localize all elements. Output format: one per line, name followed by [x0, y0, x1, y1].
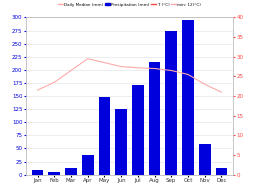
Bar: [166, 30, 177, 175]
Bar: [82, 155, 93, 175]
Bar: [215, 168, 227, 175]
Bar: [99, 97, 110, 175]
Bar: [199, 144, 211, 175]
Bar: [32, 170, 44, 175]
Bar: [48, 172, 60, 175]
Legend: Daily Median (mm), Precipitation (mm), T. (°C), min: 12(°C): Daily Median (mm), Precipitation (mm), T…: [58, 2, 201, 7]
Bar: [65, 168, 77, 175]
Bar: [182, 20, 194, 175]
Bar: [149, 62, 160, 175]
Bar: [115, 109, 127, 175]
Bar: [132, 85, 144, 175]
